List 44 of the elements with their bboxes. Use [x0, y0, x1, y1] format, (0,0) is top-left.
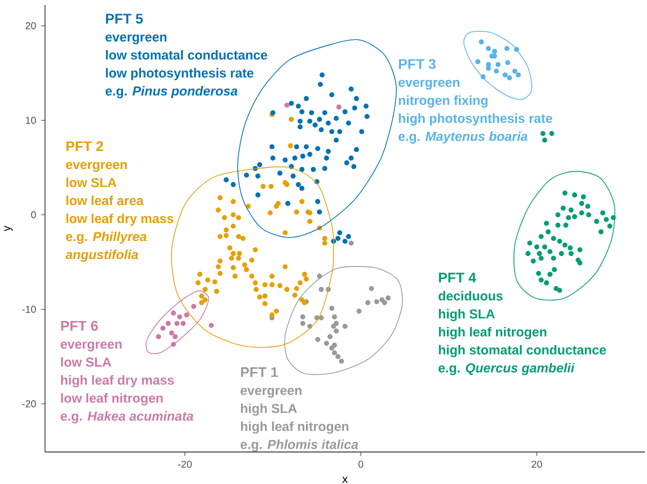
text: PFT 5	[106, 14, 143, 24]
text: PFT 1	[241, 367, 278, 377]
text: PFT 4	[439, 272, 476, 282]
annotation: high SLA	[241, 403, 297, 416]
annotation: e.g. Quercus gambelii	[438, 362, 575, 376]
text: PFT 6	[61, 320, 98, 331]
annotation: low leaf nitrogen	[61, 393, 163, 406]
text: PFT 2	[66, 141, 104, 152]
x-axis-title: x	[342, 476, 348, 483]
annotation: high stomatal conductance	[438, 344, 606, 358]
annotation: high leaf nitrogen	[438, 326, 546, 340]
annotation: low stomatal conductance	[106, 50, 268, 60]
annotation: low SLA	[61, 357, 112, 367]
y-tick-label: -10	[22, 306, 36, 313]
annotation: e.g. Phlomis italica	[240, 439, 358, 452]
x-tick-label: -20	[178, 460, 192, 468]
annotation: high photosynthesis rate	[398, 113, 552, 126]
annotation: low leaf dry mass	[66, 214, 174, 226]
annotation: high SLA	[438, 308, 495, 322]
annotation: e.g. Pinus ponderosa	[106, 86, 238, 98]
annotation: high leaf dry mass	[61, 375, 174, 388]
annotation: e.g. Maytenus boaria	[398, 131, 528, 144]
annotation: evergreen	[60, 342, 122, 352]
annotation: deciduous	[438, 290, 503, 301]
y-tick-label: 0	[31, 211, 36, 218]
y-tick-label: -20	[22, 400, 36, 408]
annotation: high leaf nitrogen	[241, 421, 348, 434]
annotation: evergreen	[66, 162, 127, 172]
annotation: evergreen	[240, 388, 302, 398]
y-axis-title: y	[4, 226, 13, 232]
annotation: nitrogen fixing	[398, 95, 488, 108]
annotation: e.g. Hakea acuminata	[60, 411, 194, 424]
x-tick-label: 20	[532, 460, 542, 468]
annotation: low leaf area	[66, 196, 144, 206]
annotation: angustifolia	[66, 250, 138, 262]
annotation: e.g. Phillyrea	[66, 232, 147, 244]
annotation: evergreen	[106, 34, 166, 44]
annotation: low photosynthesis rate	[106, 68, 254, 80]
annotation: low SLA	[66, 178, 116, 188]
y-tick-label: 10	[26, 116, 36, 124]
x-tick-label: 0	[358, 460, 364, 468]
y-tick-label: 20	[26, 22, 36, 30]
annotation: evergreen	[398, 80, 460, 90]
text: PFT 3	[398, 59, 436, 70]
